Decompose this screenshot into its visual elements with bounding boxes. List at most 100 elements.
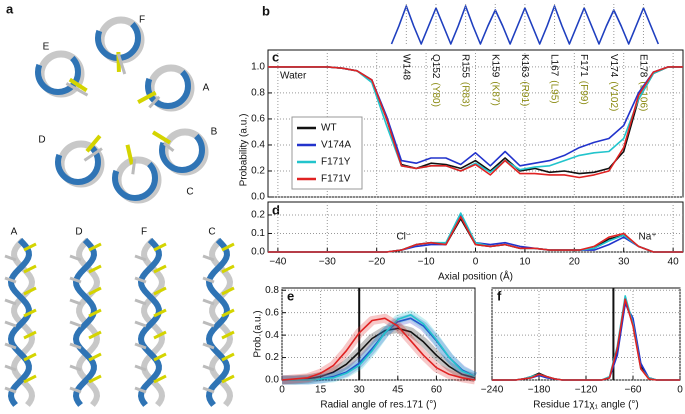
series-line	[282, 314, 476, 381]
helix-ribbon	[137, 237, 162, 407]
series-line	[268, 216, 683, 253]
side-chain	[221, 374, 235, 384]
residue-name: F171	[579, 54, 590, 77]
y-tick-label: 0.2	[265, 352, 279, 363]
helix-ring	[55, 139, 101, 185]
side-chain	[4, 342, 17, 350]
side-chain	[23, 374, 37, 384]
side-chain	[23, 352, 37, 362]
side-chain	[153, 352, 167, 362]
side-chain	[134, 276, 147, 284]
legend-label: V174A	[321, 140, 351, 151]
side-chain	[69, 276, 82, 284]
residue-label: K159 (K87)	[490, 54, 501, 106]
residue-label: E178 (E106)	[638, 54, 649, 111]
side-chain	[134, 364, 147, 372]
legend-label: WT	[321, 123, 337, 134]
y-tick-label: 0.0	[251, 192, 265, 203]
x-tick-label: 20	[569, 257, 581, 268]
helix-label: C	[208, 227, 215, 238]
x-axis-label: Radial angle of res.171 (°)	[320, 400, 436, 411]
helix-label: D	[75, 227, 82, 238]
x-tick-label: −20	[368, 257, 385, 268]
residue-name: K163	[519, 54, 530, 78]
helix-ribbon	[72, 237, 97, 407]
side-chain	[4, 386, 17, 394]
y-tick-label: 0.4	[251, 140, 265, 151]
residue-name: E178	[638, 54, 649, 78]
side-chain	[153, 330, 167, 340]
residue-name: Q152	[430, 54, 441, 79]
side-chain	[23, 308, 37, 318]
x-tick-label: −10	[418, 257, 435, 268]
side-chain	[68, 77, 88, 93]
x-tick-label: −120	[575, 385, 598, 396]
y-tick-label: 0.2	[251, 166, 265, 177]
side-chain	[221, 330, 235, 340]
x-tick-label: −60	[625, 385, 642, 396]
side-chain	[65, 82, 89, 97]
helix-ring	[159, 127, 205, 173]
series-line	[281, 317, 476, 381]
side-chain	[88, 264, 102, 274]
helix-label: E	[43, 42, 50, 53]
helix-ring	[35, 49, 81, 95]
panel-label: d	[272, 202, 280, 217]
side-chain	[23, 286, 37, 296]
side-chain	[4, 254, 17, 262]
side-chain	[151, 130, 172, 145]
side-chain	[202, 320, 215, 328]
side-chain	[23, 330, 37, 340]
helix-label: B	[211, 127, 218, 138]
residue-name: L167	[549, 54, 560, 77]
x-tick-label: −30	[319, 257, 336, 268]
side-chain	[202, 276, 215, 284]
residue-homolog: (R91)	[519, 81, 530, 106]
panel-label: b	[262, 3, 270, 18]
side-chain	[134, 342, 147, 350]
side-chain	[134, 298, 147, 306]
side-chain	[88, 286, 102, 296]
x-tick-label: 0	[473, 257, 479, 268]
series-line	[492, 298, 680, 381]
x-tick-label: 15	[315, 385, 327, 396]
x-tick-label: −180	[528, 385, 551, 396]
residue-label: W148	[401, 54, 412, 81]
side-chain	[202, 254, 215, 262]
helix-ribbon	[7, 237, 32, 407]
x-tick-label: 30	[618, 257, 630, 268]
side-chain	[88, 352, 102, 362]
y-tick-label: 0.4	[265, 330, 279, 341]
side-chain	[23, 242, 37, 252]
side-chain	[88, 374, 102, 384]
x-tick-label: 0	[279, 385, 285, 396]
residue-homolog: (E106)	[638, 81, 649, 111]
helix-ribbon	[205, 237, 230, 407]
y-tick-label: 1.0	[251, 62, 265, 73]
side-chain	[153, 308, 167, 318]
side-chain	[88, 330, 102, 340]
side-chain	[83, 147, 103, 162]
side-chain	[221, 352, 235, 362]
y-tick-label: 0.6	[251, 114, 265, 125]
side-chain	[153, 242, 167, 252]
residue-label: L167 (L95)	[549, 54, 560, 104]
y-tick-label: 0.6	[265, 307, 279, 318]
side-chain	[4, 364, 17, 372]
residue-homolog: (K87)	[490, 81, 501, 105]
side-chain	[221, 286, 235, 296]
side-chain	[148, 95, 161, 109]
helix-ring	[112, 155, 158, 201]
side-chain	[69, 254, 82, 262]
residue-homolog: (V102)	[608, 81, 619, 111]
residue-label: Q152 (Y80)	[430, 54, 441, 107]
residue-name: V174	[608, 54, 619, 78]
x-tick-label: −40	[269, 257, 286, 268]
x-axis-label: Axial position (Å)	[438, 270, 513, 283]
side-chain	[202, 298, 215, 306]
side-chain	[69, 364, 82, 372]
residue-label: V174 (V102)	[608, 54, 619, 111]
y-tick-label: 0.2	[251, 210, 265, 221]
side-chain	[85, 134, 102, 153]
